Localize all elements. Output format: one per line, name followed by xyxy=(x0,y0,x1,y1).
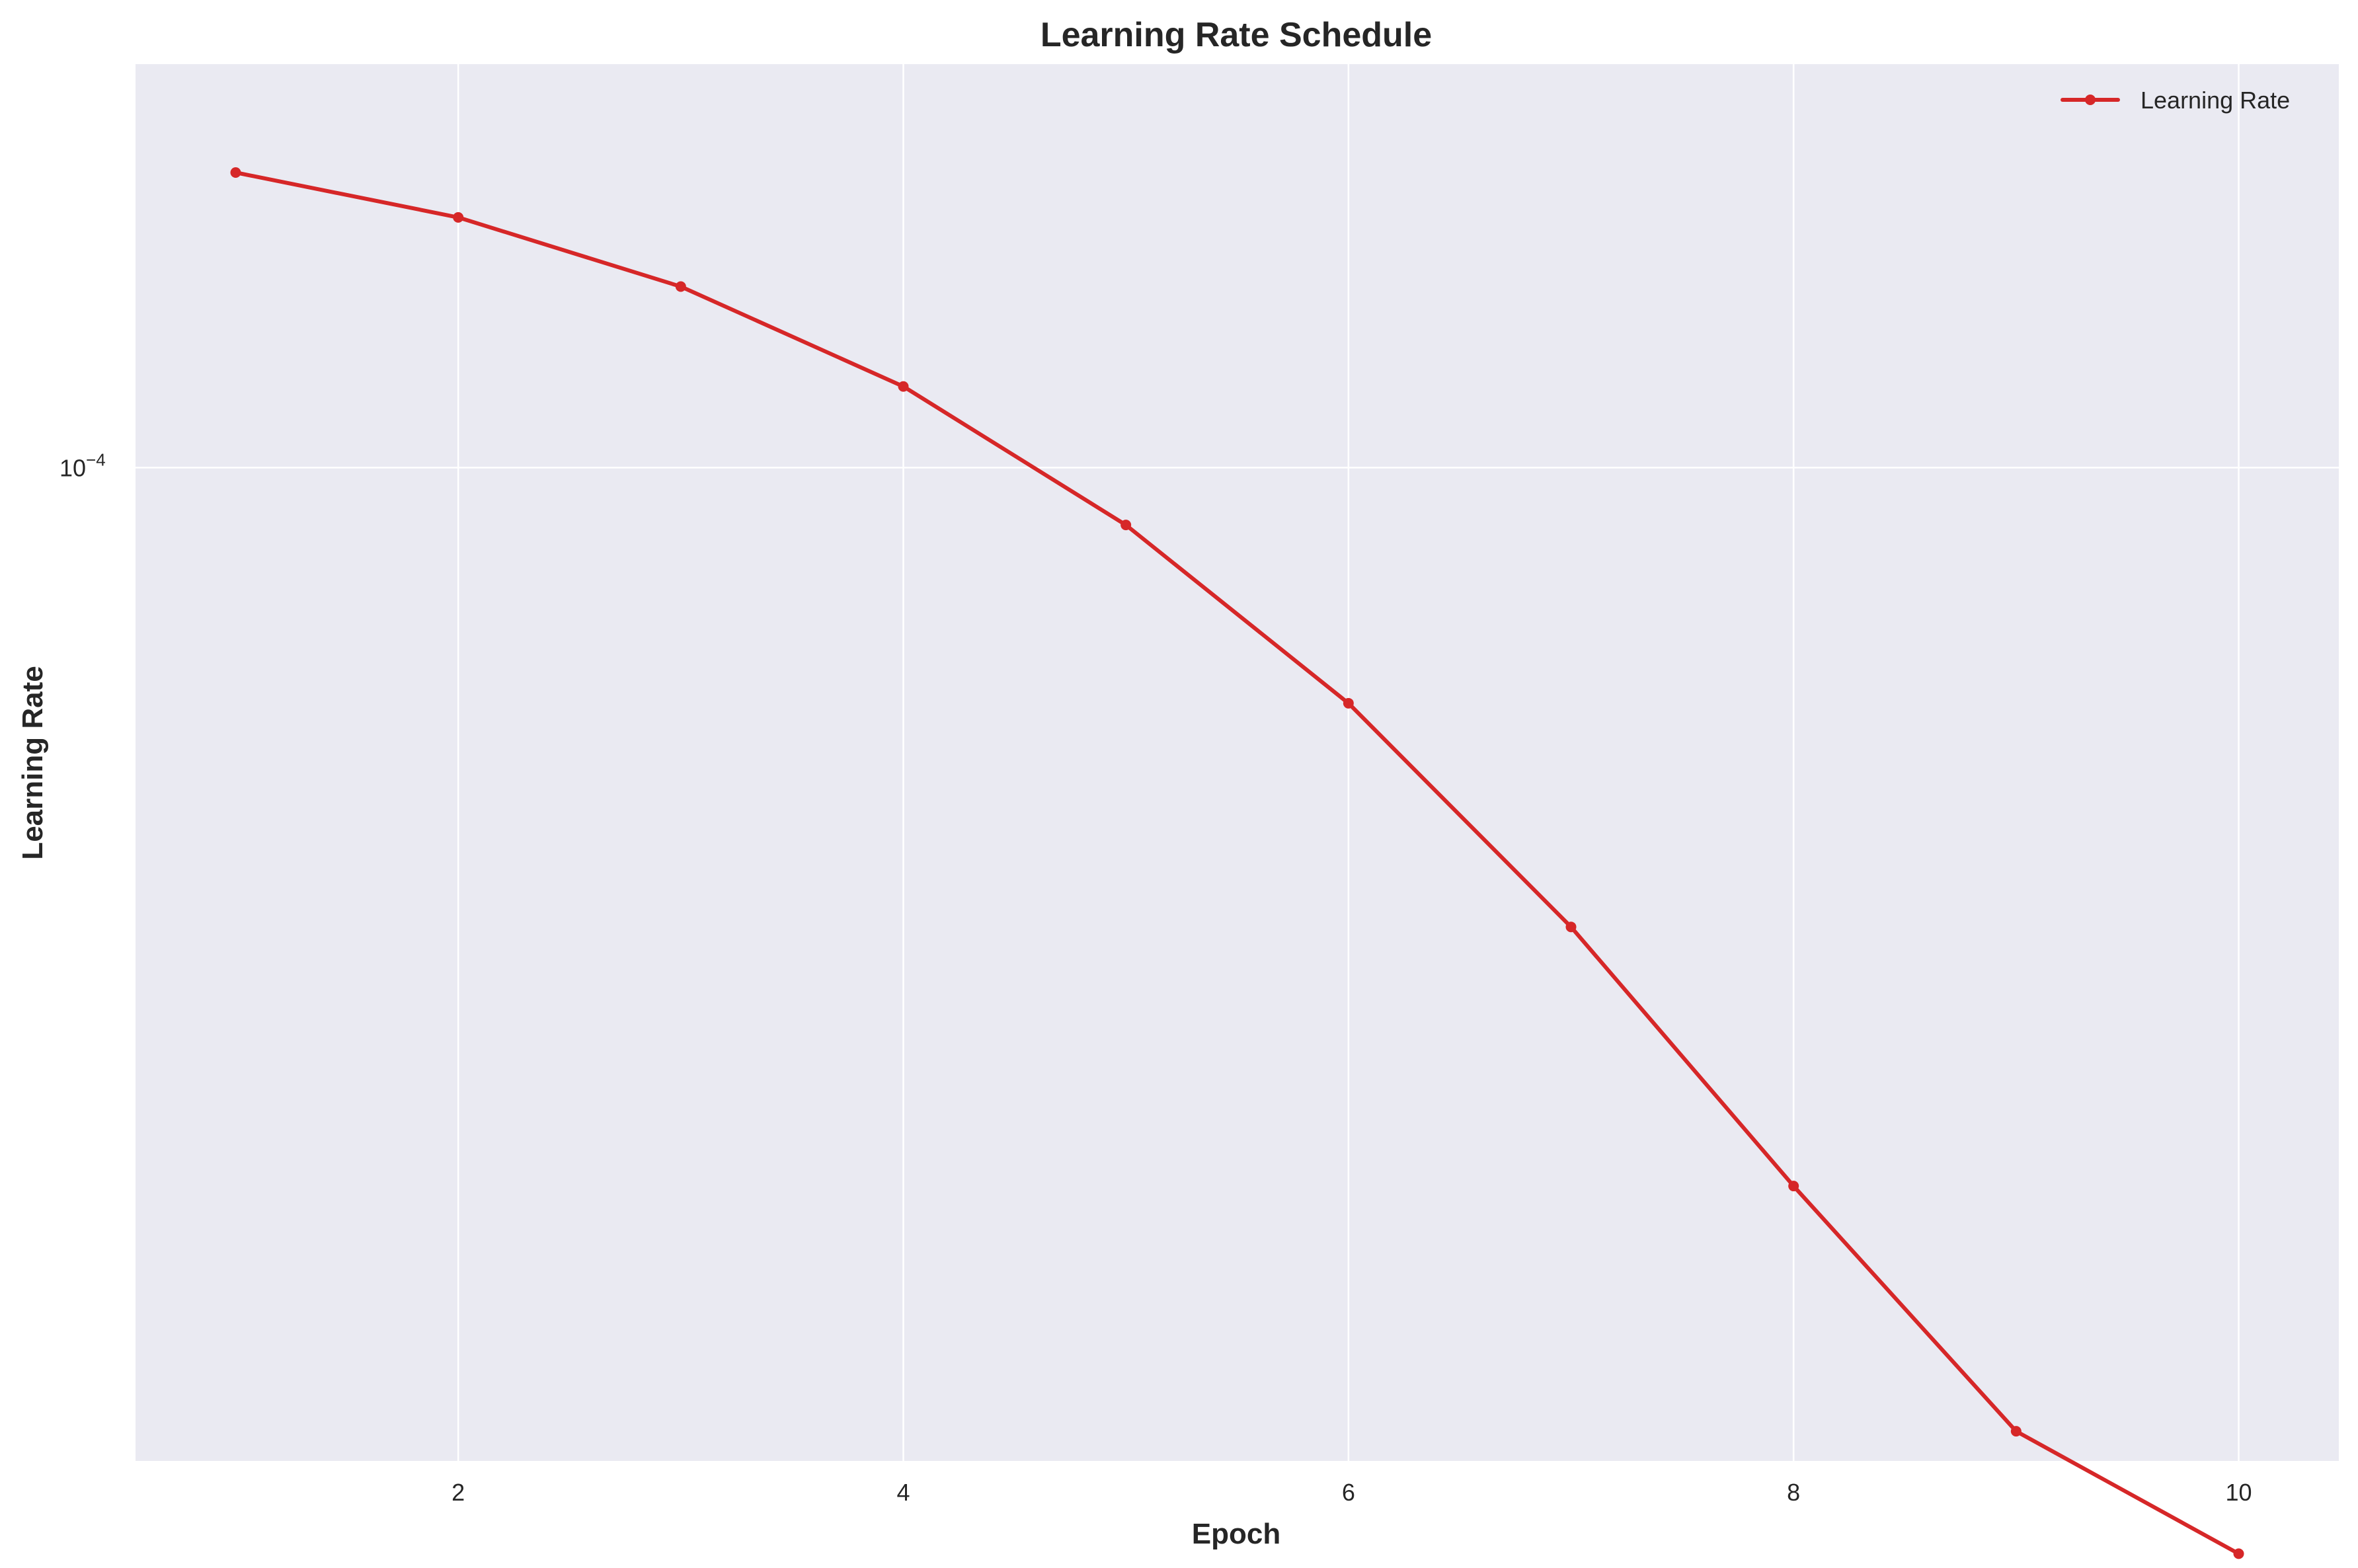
x-tick-label: 6 xyxy=(1342,1479,1355,1506)
x-axis-ticks: 2 4 6 8 10 xyxy=(452,1479,2252,1506)
x-tick-label: 8 xyxy=(1787,1479,1800,1506)
data-point xyxy=(1565,921,1577,933)
legend-label: Learning Rate xyxy=(2141,87,2290,114)
data-point xyxy=(675,281,686,292)
x-tick-label: 10 xyxy=(2225,1479,2252,1506)
data-point xyxy=(230,167,241,178)
data-point xyxy=(1788,1181,1799,1192)
data-point xyxy=(1120,520,1132,531)
y-tick-label: 10−4 xyxy=(59,450,106,481)
chart-title: Learning Rate Schedule xyxy=(1041,16,1432,54)
legend-marker xyxy=(2085,95,2096,105)
data-point xyxy=(2233,1548,2244,1559)
y-axis-ticks: 10−4 xyxy=(59,450,106,481)
data-point xyxy=(2010,1426,2022,1437)
plot-area xyxy=(136,64,2339,1461)
x-axis-label: Epoch xyxy=(1192,1518,1280,1550)
data-point xyxy=(453,212,464,223)
x-tick-label: 2 xyxy=(452,1479,465,1506)
y-tick-exponent: −4 xyxy=(86,450,106,469)
data-point xyxy=(1343,697,1354,709)
y-axis-label: Learning Rate xyxy=(17,666,49,859)
series-line xyxy=(233,171,2241,1556)
y-tick-base: 10 xyxy=(59,454,86,481)
series-layer xyxy=(230,167,2244,1559)
legend: Learning Rate xyxy=(2061,87,2290,114)
x-tick-label: 4 xyxy=(896,1479,910,1506)
grid-lines xyxy=(136,64,2339,1461)
data-point xyxy=(898,381,909,392)
